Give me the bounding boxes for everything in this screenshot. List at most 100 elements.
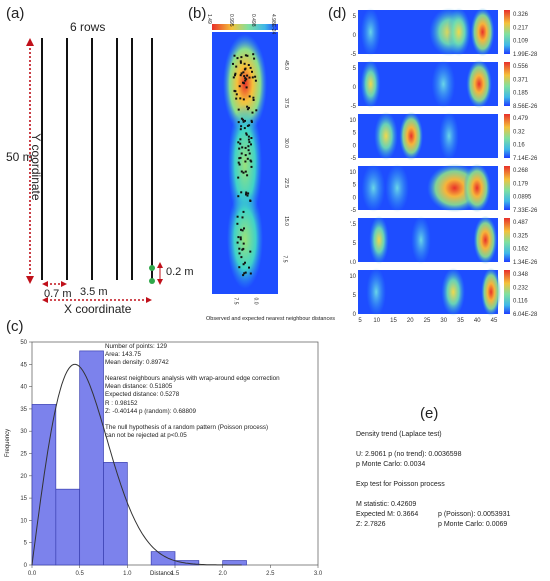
- density-blob: [481, 267, 501, 317]
- x-tick-label: 1.5: [171, 571, 180, 577]
- point: [246, 157, 249, 160]
- strip-y-tick: 5: [353, 131, 357, 137]
- histogram-bar: [150, 551, 176, 566]
- point: [247, 145, 250, 148]
- point: [236, 222, 239, 225]
- b-x-tick: 0.0: [252, 297, 259, 305]
- point: [252, 53, 255, 56]
- strip-y-tick: 5: [353, 66, 357, 72]
- point: [241, 146, 244, 149]
- strip-x-tick: 35: [457, 318, 464, 324]
- point: [243, 272, 246, 275]
- point: [238, 252, 241, 255]
- strip-x-tick: 40: [474, 318, 481, 324]
- point: [244, 160, 247, 163]
- b-cb-tick: 0.498: [250, 14, 256, 27]
- strip-x-tick: 30: [440, 318, 447, 324]
- strip-colorbar: [504, 270, 510, 314]
- panel-a-label: (a): [6, 5, 25, 22]
- b-cb-tick: 1.49: [206, 14, 212, 24]
- density-blob: [447, 7, 471, 57]
- z-line: Z: 2.7826: [356, 521, 386, 528]
- u-line: U: 2.9061 p (no trend): 0.0036598: [356, 451, 462, 458]
- point: [245, 193, 247, 196]
- strip-colorbar: [504, 166, 510, 210]
- strip-colorbar-tick: 0.116: [513, 299, 528, 305]
- stats-line: R : 0.98152: [105, 399, 138, 407]
- density-strip: 5 0 -5 0.326 0.217 0.109 1.99E-28: [351, 7, 538, 58]
- strip-x-tick: 25: [424, 318, 431, 324]
- point: [238, 157, 241, 160]
- density-blob: [360, 7, 381, 57]
- stats-line: Mean density: 0.89742: [105, 359, 169, 367]
- point: [251, 70, 253, 73]
- point: [239, 97, 242, 100]
- point: [248, 76, 251, 79]
- point: [238, 247, 241, 250]
- strip-x-tick: 20: [407, 318, 414, 324]
- panel-c-label: (c): [6, 318, 24, 335]
- nearest-neighbour-histogram: 0 5 10 15 20 25 30 35 40 45 50 0.0 0.5 1.0 1.5 2.0 2.5 3.…: [20, 340, 323, 577]
- expected-distribution-curve: [31, 363, 242, 566]
- point: [242, 171, 245, 174]
- point: [241, 216, 244, 219]
- point: [243, 227, 245, 230]
- point: [245, 86, 248, 89]
- strip-y-tick: -5: [351, 156, 357, 162]
- point: [247, 106, 250, 109]
- strip-panel-svg: 50-50.3260.2170.1091.99E-2850-50.5560.37…: [348, 7, 538, 324]
- point: [242, 118, 244, 121]
- point: [251, 111, 254, 114]
- strip-colorbar-tick: 0.348: [513, 272, 529, 278]
- nn-stats-block: Number of points: 129 Area: 143.75 Mean …: [105, 343, 335, 440]
- strip-y-tick: 0: [353, 195, 357, 201]
- point: [244, 170, 247, 173]
- point: [240, 72, 243, 75]
- strip-y-tick: -5: [351, 52, 357, 58]
- point: [242, 210, 245, 213]
- point: [237, 121, 240, 124]
- point: [246, 108, 249, 111]
- point: [252, 96, 255, 99]
- strip-x-tick: 5: [358, 318, 362, 324]
- point: [238, 163, 241, 166]
- point: [233, 54, 236, 57]
- point: [235, 97, 238, 100]
- point: [232, 76, 235, 79]
- strip-y-tick: -5: [351, 104, 357, 110]
- point: [250, 165, 253, 168]
- stats-line: Expected distance: 0.5278: [105, 391, 180, 399]
- point: [244, 271, 247, 274]
- point: [240, 117, 243, 120]
- density-blob: [399, 111, 423, 161]
- strip-colorbar-tick: 6.04E-28: [513, 312, 538, 318]
- strip-x-tick: 45: [491, 318, 498, 324]
- point: [250, 137, 253, 139]
- histogram-bar: [79, 350, 104, 566]
- point: [250, 121, 253, 123]
- strip-colorbar-tick: 0.185: [513, 91, 529, 97]
- strip-y-tick: 10: [350, 118, 357, 124]
- strip-colorbar-tick: 0.232: [513, 285, 529, 291]
- point: [248, 266, 250, 269]
- point: [248, 152, 251, 155]
- b-cb-tick: 4.98E-24: [270, 14, 276, 35]
- strip-colorbar-tick: 0.325: [513, 233, 529, 239]
- density-strips: 5 0 -5 0.326 0.217 0.109 1.99E-28 5 0 -5 0.556 0.37…: [348, 7, 550, 378]
- density-blob: [361, 163, 386, 213]
- point: [242, 71, 245, 74]
- point: [237, 141, 240, 144]
- point: [252, 99, 255, 101]
- density-blob: [411, 215, 431, 265]
- point: [239, 142, 242, 145]
- strip-y-tick: 5: [353, 293, 357, 299]
- density-blob: [366, 267, 386, 317]
- y-tick-label: 25: [20, 452, 27, 458]
- y-coordinate-label: Y coordinate: [29, 133, 43, 201]
- point: [255, 109, 258, 112]
- x-tick-label: 0.5: [75, 571, 84, 577]
- histogram-bar: [222, 560, 247, 566]
- point: [242, 242, 245, 245]
- point: [249, 159, 252, 162]
- strip-y-tick: 0.0: [350, 260, 357, 266]
